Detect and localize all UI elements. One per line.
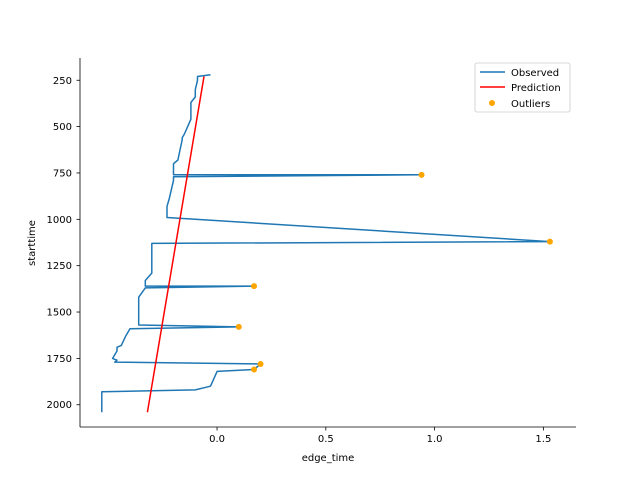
y-axis-ticks: 250 500 750 1000 1250 1500 1750 2000: [47, 76, 80, 411]
outlier-point: [257, 360, 264, 367]
legend-label-outliers: Outliers: [511, 99, 550, 110]
x-tick-label: 0.5: [318, 434, 334, 445]
plot-area: 0.0 0.5 1.0 1.5 250 500 750 1000 1250 1500 1750 20…: [47, 58, 576, 445]
outlier-point: [251, 283, 258, 290]
y-tick-label: 1500: [47, 308, 72, 319]
series-layer: [101, 73, 553, 413]
outlier-point: [418, 171, 425, 178]
y-tick-label: 2000: [47, 400, 72, 411]
legend-label-prediction: Prediction: [511, 83, 561, 94]
x-tick-label: 1.5: [535, 434, 551, 445]
y-tick-label: 1750: [47, 354, 72, 365]
y-tick-label: 1250: [47, 261, 72, 272]
y-tick-label: 250: [53, 76, 72, 87]
x-axis-ticks: 0.0 0.5 1.0 1.5: [209, 427, 551, 445]
outlier-point: [546, 238, 553, 245]
y-tick-label: 750: [53, 168, 72, 179]
y-tick-label: 500: [53, 122, 72, 133]
legend: Observed Prediction Outliers: [474, 62, 571, 113]
outlier-point: [251, 366, 258, 373]
outlier-point: [235, 323, 242, 330]
x-tick-label: 0.0: [209, 434, 225, 445]
y-axis-label: starttime: [27, 220, 38, 266]
legend-label-observed: Observed: [511, 68, 559, 79]
x-tick-label: 1.0: [427, 434, 443, 445]
legend-swatch-outliers: [489, 100, 495, 106]
observed-line: [101, 73, 551, 413]
prediction-line: [146, 76, 205, 413]
x-axis-label: edge_time: [302, 453, 355, 464]
legend-box: [474, 62, 571, 113]
y-tick-label: 1000: [47, 215, 72, 226]
